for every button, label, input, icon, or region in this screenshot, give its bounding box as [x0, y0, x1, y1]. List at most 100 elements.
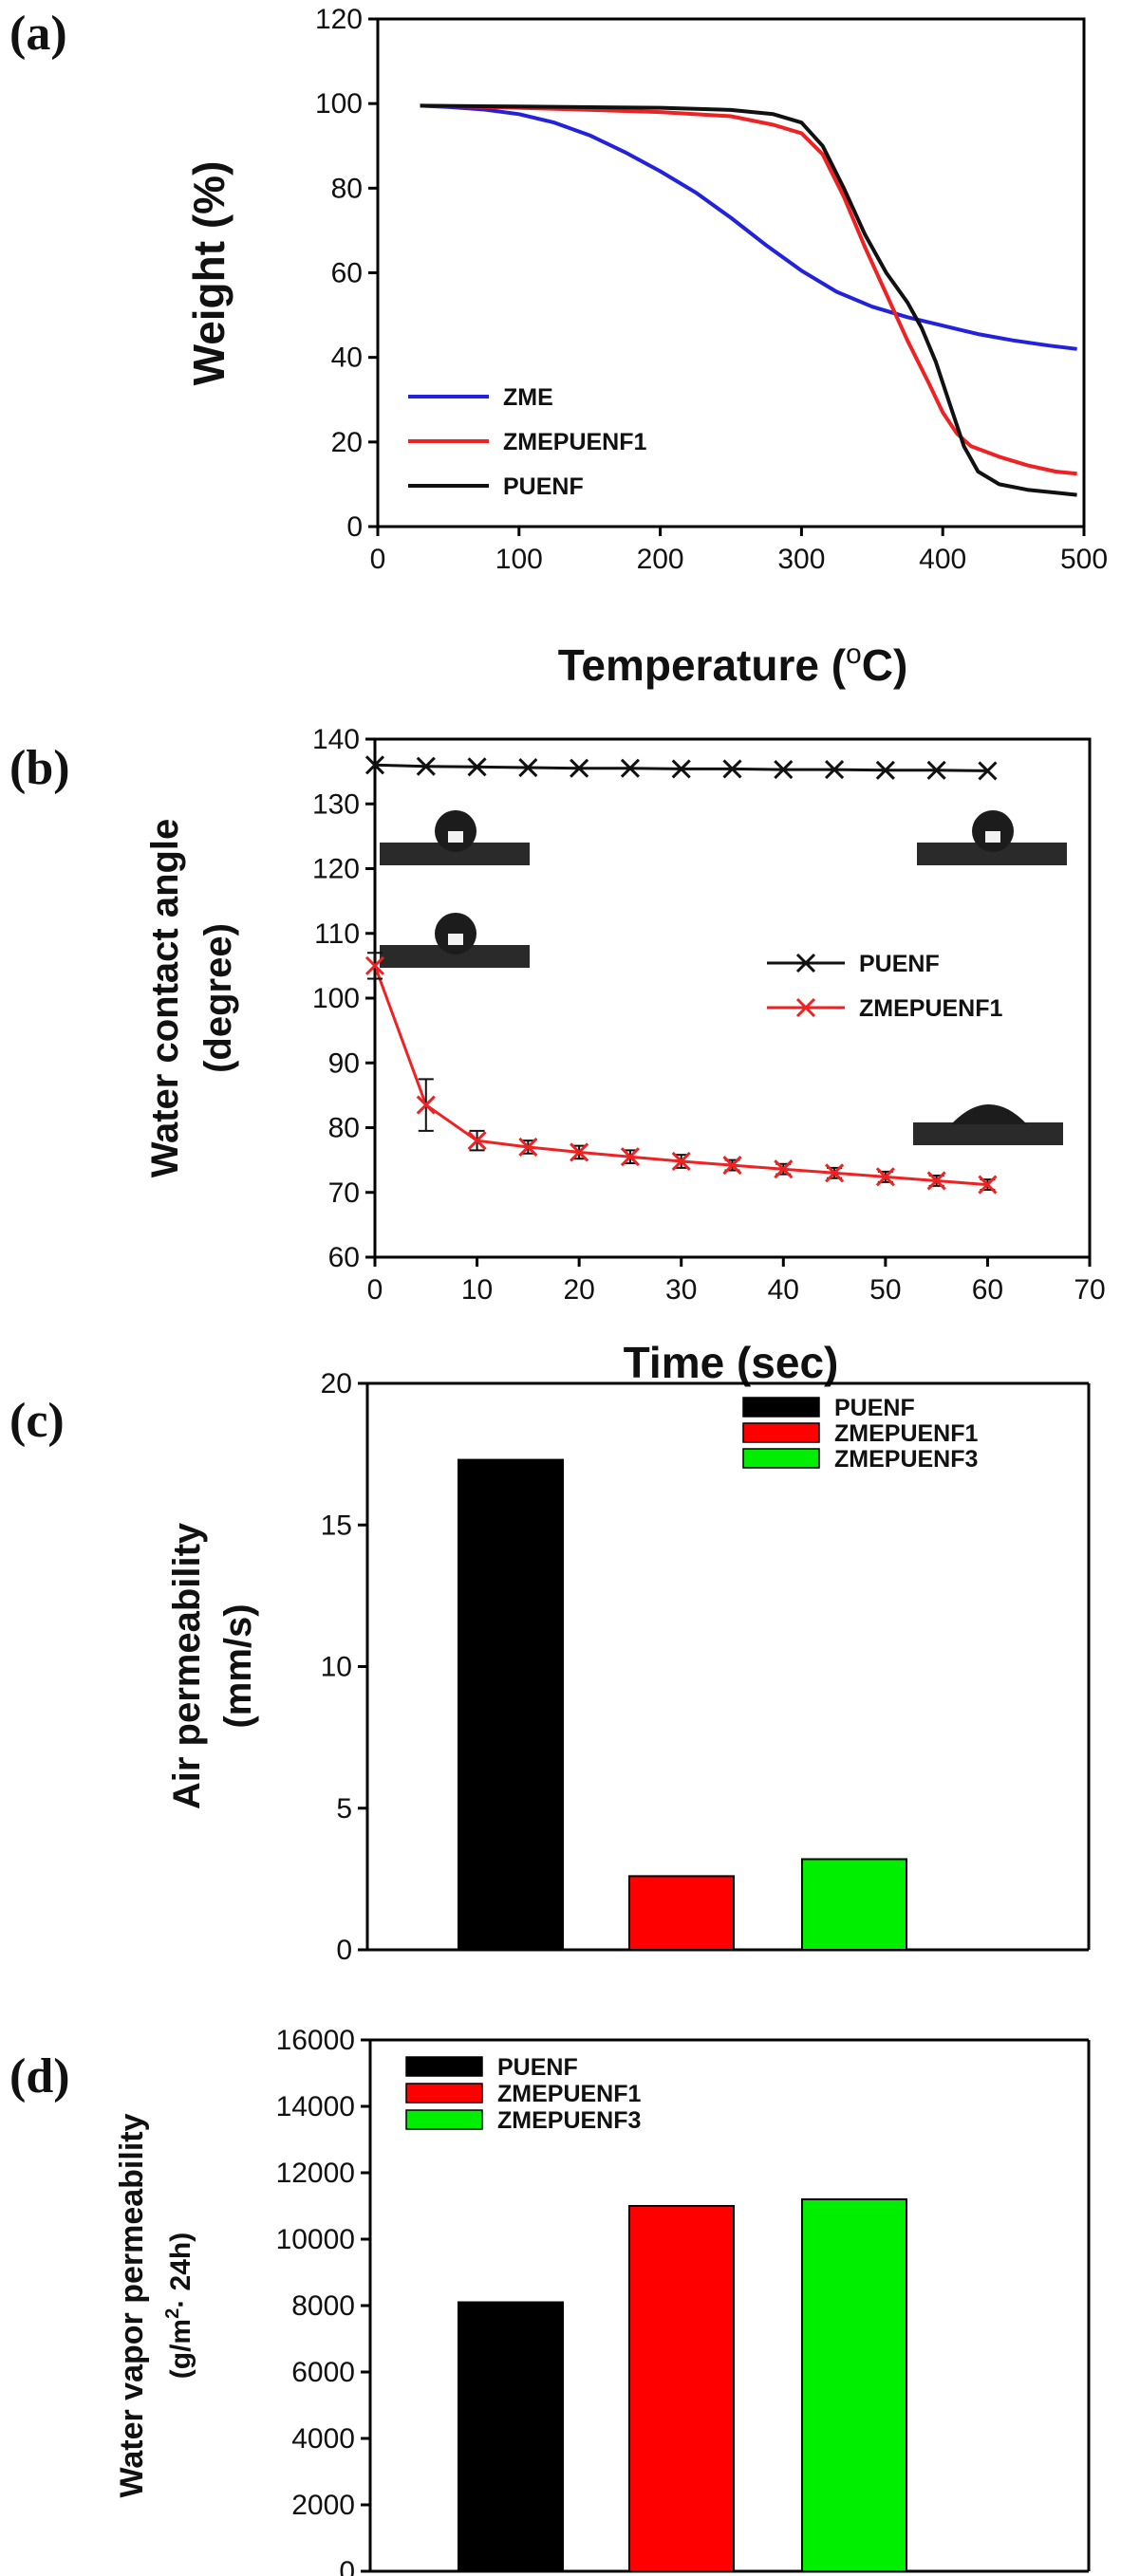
x-tick-label: 300 [777, 544, 825, 575]
droplet-photo-zmepuenf1-end [913, 1104, 1063, 1145]
legend-swatch [742, 1397, 820, 1418]
x-tick-label: 40 [768, 1274, 799, 1306]
legend-swatch [405, 2083, 483, 2103]
data-point-marker [364, 955, 385, 975]
legend-label: ZMEPUENF1 [503, 429, 647, 455]
y-tick-label: 60 [328, 1242, 360, 1273]
data-point-marker [926, 1171, 946, 1191]
data-point-marker [926, 760, 946, 780]
y-tick-label: 100 [312, 983, 360, 1014]
bar-zmepuenf3 [801, 2198, 907, 2572]
legend-swatch [405, 2109, 483, 2130]
x-tick-label: 500 [1060, 544, 1108, 575]
x-tick-label: 200 [637, 544, 684, 575]
y-axis-title-line2: (g/m2· 24h) [162, 2233, 196, 2379]
data-point-marker [875, 1167, 895, 1187]
legend-label: ZMEPUENF1 [497, 2081, 642, 2107]
droplet-highlight [985, 831, 1000, 843]
data-point-marker [467, 1131, 487, 1151]
legend-label: ZMEPUENF1 [859, 995, 1003, 1022]
x-tick-label: 30 [665, 1274, 697, 1306]
data-point-marker [978, 1175, 998, 1195]
y-tick-label: 15 [321, 1510, 352, 1541]
y-tick-label: 0 [339, 2556, 355, 2576]
droplet-highlight [448, 831, 463, 843]
y-tick-label: 20 [331, 427, 363, 458]
bar-zmepuenf1 [628, 2205, 735, 2572]
x-tick-label: 0 [370, 544, 386, 575]
legend-marker [795, 997, 816, 1018]
legend-label: PUENF [503, 473, 584, 500]
data-point-marker [671, 759, 691, 779]
legend-label: PUENF [834, 1395, 915, 1421]
panel-c-letter: (c) [9, 1394, 65, 1448]
y-axis-title-line2: (degree) [197, 923, 239, 1073]
data-point-marker [467, 757, 487, 777]
x-tick-label: 100 [495, 544, 543, 575]
y-tick-label: 90 [328, 1047, 360, 1079]
x-tick-label: 70 [1074, 1274, 1105, 1306]
y-tick-label: 70 [328, 1177, 360, 1209]
data-point-marker [825, 1163, 845, 1183]
data-point-marker [875, 760, 895, 780]
y-tick-label: 0 [336, 1935, 352, 1966]
y-tick-label: 12000 [276, 2158, 355, 2189]
x-tick-label: 0 [367, 1274, 383, 1306]
data-point-marker [774, 1159, 794, 1179]
data-point-marker [774, 760, 794, 780]
legend-label: ZMEPUENF1 [834, 1420, 979, 1447]
data-point-marker [416, 1095, 436, 1115]
y-tick-label: 20 [321, 1368, 352, 1399]
data-point-marker [570, 758, 589, 778]
bar-puenf [458, 2301, 564, 2572]
y-tick-label: 110 [314, 918, 360, 950]
droplet-photo-zmepuenf1-start [380, 913, 530, 968]
bar-zmepuenf1 [628, 1875, 735, 1952]
data-point-marker [518, 757, 538, 778]
panel-b-contact-angle-chart: 60 70 80 90 100 110 120 130 140 0 10 20 30 40 50 60 70 PU… [144, 724, 1106, 1387]
legend-label: PUENF [859, 951, 940, 977]
y-tick-label: 40 [331, 343, 363, 374]
y-tick-label: 140 [312, 724, 360, 755]
y-tick-label: 80 [328, 1113, 360, 1144]
data-point-marker [722, 759, 742, 779]
y-axis-title-line1: Water contact angle [144, 819, 186, 1178]
y-tick-label: 6000 [291, 2357, 355, 2388]
series-line-puenf [420, 103, 1077, 497]
x-tick-label: 20 [563, 1274, 594, 1306]
data-point-marker [518, 1137, 538, 1158]
data-point-marker [416, 756, 436, 776]
substrate [913, 1122, 1063, 1145]
panel-d-water-vapor-chart: 0 2000 4000 6000 8000 10000 12000 14000 16000 PUE… [114, 2025, 1091, 2576]
legend-label: ZME [503, 384, 553, 411]
data-point-marker [978, 761, 998, 781]
y-tick-label: 120 [315, 4, 363, 35]
legend-swatch [405, 2056, 483, 2077]
y-tick-label: 0 [346, 511, 363, 543]
droplet-highlight [448, 934, 463, 945]
y-tick-label: 60 [331, 258, 363, 289]
data-point-marker [825, 760, 845, 780]
data-point-marker [570, 1142, 589, 1162]
x-tick-label: 60 [972, 1274, 1003, 1306]
legend-label: ZMEPUENF3 [497, 2107, 641, 2134]
y-tick-label: 120 [312, 854, 360, 885]
x-axis-title: Time (sec) [624, 1338, 839, 1387]
y-axis-title: Weight (%) [184, 161, 234, 386]
droplet-photo-puenf-end [917, 810, 1067, 865]
y-tick-label: 10 [321, 1652, 352, 1683]
droplet-photo-puenf-start [380, 810, 530, 865]
x-axis-title: Temperature (oC) [558, 639, 908, 690]
data-point-marker [364, 755, 385, 775]
series-line-zme [420, 103, 1077, 351]
bar-zmepuenf3 [801, 1858, 907, 1951]
y-tick-label: 130 [312, 788, 360, 820]
y-axis-title-line1: Water vapor permeability [114, 2113, 150, 2497]
data-point-marker [620, 1147, 640, 1167]
series-line-zmepuenf1 [420, 103, 1077, 476]
legend-label: PUENF [497, 2054, 578, 2081]
data-point-marker [722, 1156, 742, 1176]
legend-swatch [742, 1448, 820, 1469]
